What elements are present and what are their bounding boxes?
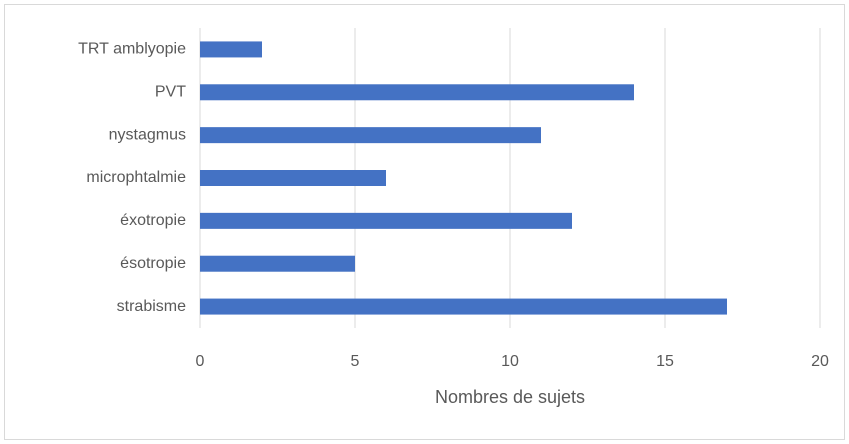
x-tick-label: 20 <box>811 353 829 370</box>
bar <box>200 212 572 229</box>
x-tick-label: 15 <box>656 353 674 370</box>
bar <box>200 255 355 272</box>
y-tick-label: microphtalmie <box>86 169 186 186</box>
y-tick-label: nystagmus <box>109 126 186 143</box>
x-tick-label: 10 <box>501 353 519 370</box>
bar <box>200 127 541 144</box>
bar <box>200 84 634 101</box>
y-tick-label: ésotropie <box>120 255 186 272</box>
bar <box>200 41 262 58</box>
y-tick-label: strabisme <box>117 298 186 315</box>
x-axis-label: Nombres de sujets <box>435 387 585 407</box>
y-tick-label: éxotropie <box>120 212 186 229</box>
bar <box>200 298 727 315</box>
x-tick-label: 5 <box>351 353 360 370</box>
y-tick-label: TRT amblyopie <box>78 41 186 58</box>
bar <box>200 170 386 186</box>
x-tick-label: 0 <box>196 353 205 370</box>
y-tick-label: PVT <box>155 84 186 101</box>
